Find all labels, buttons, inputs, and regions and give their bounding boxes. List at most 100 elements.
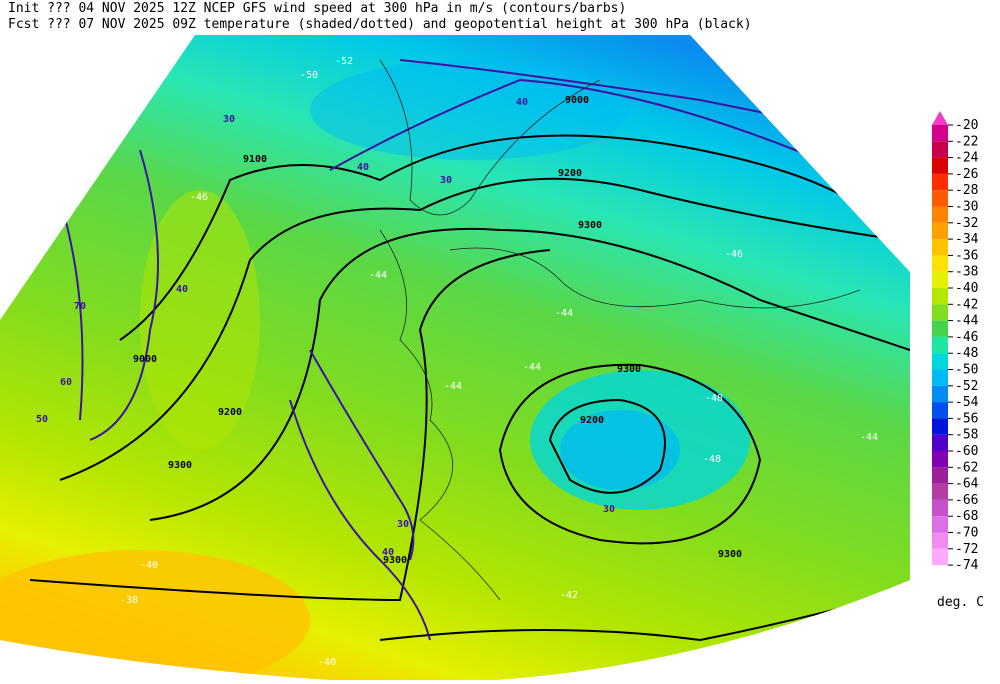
colorbar-label: -32 <box>955 216 978 231</box>
temp-label: -46 <box>725 249 743 260</box>
map <box>0 35 910 683</box>
height-label: 9300 <box>578 220 602 231</box>
colorbar-label: -42 <box>955 297 978 312</box>
colorbar-swatch <box>932 125 948 142</box>
wind-label: 30 <box>603 504 615 515</box>
temp-label: -52 <box>335 56 353 67</box>
colorbar-swatch <box>932 157 948 174</box>
colorbar-label: -70 <box>955 526 978 541</box>
map-labels: 9000 9100 9200 9300 9000 9200 9300 9200 9300 9300… <box>36 56 878 668</box>
colorbar-label: -50 <box>955 363 978 378</box>
colorbar-swatch <box>932 141 948 158</box>
colorbar-label: -22 <box>955 134 978 149</box>
colorbar-unit: deg. C <box>937 595 984 610</box>
temp-label: -48 <box>705 393 723 404</box>
height-label: 9300 <box>617 364 641 375</box>
header-line: Fcst ??? 07 NOV 2025 09Z temperature (sh… <box>8 17 752 32</box>
height-label: 9200 <box>580 415 604 426</box>
wind-label: 60 <box>60 377 72 388</box>
colorbar-label: -62 <box>955 460 978 475</box>
temp-label: -44 <box>860 432 878 443</box>
temp-label: -44 <box>555 308 573 319</box>
colorbar-swatch <box>932 173 948 191</box>
colorbar-swatch <box>932 271 948 288</box>
colorbar-swatch <box>932 516 948 533</box>
colorbar-label: -20 <box>955 118 978 133</box>
colorbar-swatch <box>932 532 948 549</box>
colorbar-swatch <box>932 385 948 403</box>
header-line: Init ??? 04 NOV 2025 12Z NCEP GFS wind s… <box>8 1 626 16</box>
temp-label: -48 <box>703 454 721 465</box>
height-label: 9200 <box>218 407 242 418</box>
wind-label: 40 <box>516 97 528 108</box>
colorbar-label: -66 <box>955 493 978 508</box>
colorbar-swatch <box>932 402 948 419</box>
colorbar-label: -28 <box>955 183 978 198</box>
temp-label: -50 <box>300 70 318 81</box>
colorbar-label: -30 <box>955 200 978 215</box>
colorbar-swatch <box>932 353 948 370</box>
wind-label: 70 <box>74 301 86 312</box>
colorbar: -20-22-24-26-28-30-32-34-36-38-40-42-44-… <box>932 111 979 573</box>
height-label: 9000 <box>133 354 157 365</box>
temp-label: -40 <box>140 560 158 571</box>
colorbar-swatch <box>932 304 948 321</box>
colorbar-label: -56 <box>955 411 978 426</box>
wind-label: 30 <box>223 114 235 125</box>
colorbar-label: -34 <box>955 232 979 247</box>
colorbar-label: -58 <box>955 428 978 443</box>
temp-label: -44 <box>444 381 462 392</box>
height-label: 9300 <box>718 549 742 560</box>
wind-label: 40 <box>382 547 394 558</box>
colorbar-label: -44 <box>955 314 979 329</box>
height-label: 9100 <box>243 154 267 165</box>
height-label: 9300 <box>383 555 407 566</box>
colorbar-swatch <box>932 548 948 566</box>
colorbar-label: -26 <box>955 167 978 182</box>
wind-label: 40 <box>176 284 188 295</box>
colorbar-swatch <box>932 369 948 386</box>
colorbar-label: -54 <box>955 395 979 410</box>
colorbar-swatch <box>932 206 948 223</box>
colorbar-label: -52 <box>955 379 978 394</box>
height-label: 9000 <box>565 95 589 106</box>
temp-label: -42 <box>560 590 578 601</box>
colorbar-label: -60 <box>955 444 978 459</box>
height-label: 9300 <box>168 460 192 471</box>
colorbar-swatch <box>932 467 948 484</box>
colorbar-label: -74 <box>955 558 979 573</box>
colorbar-label: -36 <box>955 248 978 263</box>
colorbar-label: -46 <box>955 330 978 345</box>
temp-label: -40 <box>318 657 336 668</box>
colorbar-label: -38 <box>955 265 978 280</box>
colorbar-swatch <box>932 255 948 272</box>
temp-label: -46 <box>190 192 208 203</box>
colorbar-swatch <box>932 222 948 240</box>
wind-label: 50 <box>36 414 48 425</box>
colorbar-swatch <box>932 451 948 468</box>
colorbar-label: -68 <box>955 509 978 524</box>
colorbar-swatch <box>932 190 948 207</box>
colorbar-swatch <box>932 483 948 500</box>
wind-label: 40 <box>357 162 369 173</box>
height-label: 9200 <box>558 168 582 179</box>
colorbar-label: -72 <box>955 542 978 557</box>
colorbar-label: -48 <box>955 346 978 361</box>
colorbar-label: -40 <box>955 281 978 296</box>
colorbar-swatch <box>932 320 948 337</box>
colorbar-label: -24 <box>955 151 979 166</box>
wind-label: 30 <box>440 175 452 186</box>
temp-label: -44 <box>369 270 387 281</box>
colorbar-swatch <box>932 418 948 435</box>
colorbar-swatch <box>932 288 948 305</box>
temp-label: -44 <box>523 362 541 373</box>
colorbar-swatch <box>932 499 948 517</box>
wind-label: 30 <box>397 519 409 530</box>
temp-label: -38 <box>120 595 138 606</box>
colorbar-swatch <box>932 336 948 354</box>
colorbar-label: -64 <box>955 477 979 492</box>
colorbar-swatch <box>932 239 948 256</box>
colorbar-swatch <box>932 111 948 125</box>
colorbar-swatch <box>932 434 948 451</box>
